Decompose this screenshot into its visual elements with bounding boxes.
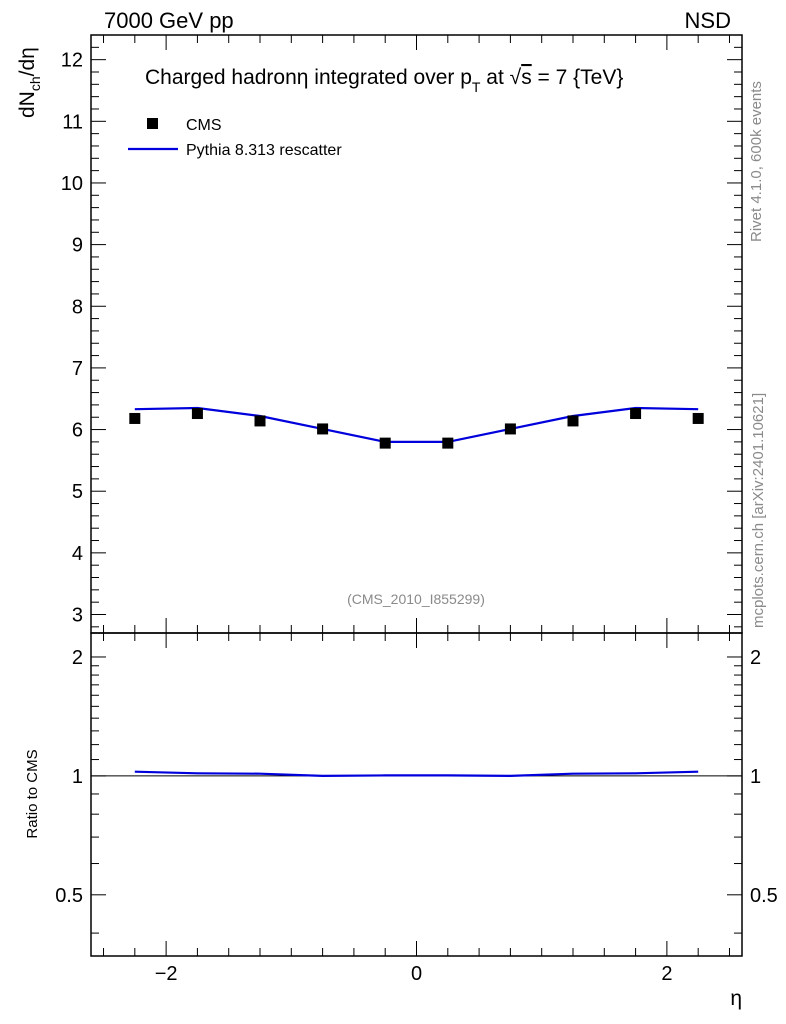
y-axis-label: dNch/dη — [16, 47, 43, 118]
x-tick-label: 2 — [661, 963, 672, 985]
main-y-ticks — [91, 34, 742, 628]
ratio-tick-label-right: 0.5 — [750, 885, 778, 907]
cms-data-point — [442, 437, 454, 449]
title-sqrt: √ — [510, 66, 522, 89]
x-axis-label: η — [730, 987, 742, 1010]
x-tick-labels: −2 0 2 — [155, 963, 673, 985]
main-x-ticks — [103, 35, 730, 633]
title-part-a: Charged hadron — [145, 66, 297, 89]
cms-data-point — [317, 423, 329, 435]
ylabel-sub-ch: ch — [27, 76, 43, 91]
legend: CMS Pythia 8.313 rescatter — [128, 117, 342, 159]
ratio-series-line — [134, 770, 699, 778]
cms-data-point — [630, 408, 642, 420]
ratio-y-tick-labels: 0.5 0.5 1 1 2 2 — [55, 647, 778, 907]
y-tick-label: 7 — [72, 358, 83, 380]
ratio-tick-label-left: 0.5 — [55, 885, 83, 907]
y-tick-label: 6 — [72, 420, 83, 442]
y-tick-label: 10 — [61, 173, 83, 195]
ratio-tick-label-right: 1 — [750, 766, 761, 788]
ratio-plot-frame — [90, 632, 743, 957]
x-tick-label: −2 — [155, 963, 178, 985]
cms-data-point — [254, 415, 266, 427]
cms-series-markers — [129, 408, 704, 449]
header-right: NSD — [685, 8, 731, 33]
cms-data-point — [379, 437, 391, 449]
ratio-tick-label-left: 1 — [72, 766, 83, 788]
y-tick-label: 5 — [72, 481, 83, 503]
ylabel-deta: /dη — [16, 47, 39, 76]
y-tick-label: 12 — [61, 50, 83, 72]
y-tick-label: 4 — [72, 543, 83, 565]
y-tick-label: 8 — [72, 296, 83, 318]
ratio-y-axis-label: Ratio to CMS — [24, 749, 41, 838]
ylabel-dn: dN — [16, 91, 39, 118]
rivet-version-label: Rivet 4.1.0, 600k events — [748, 81, 765, 242]
analysis-id-watermark: (CMS_2010_I855299) — [347, 591, 485, 607]
ratio-tick-label-right: 2 — [750, 647, 761, 669]
x-tick-label: 0 — [411, 963, 422, 985]
cms-data-point — [692, 412, 704, 424]
ratio-tick-label-left: 2 — [72, 647, 83, 669]
legend-label-cms: CMS — [186, 117, 222, 134]
ratio-x-ticks — [103, 633, 730, 956]
legend-label-pythia: Pythia 8.313 rescatter — [186, 142, 342, 159]
cms-data-point — [504, 423, 516, 435]
mcplots-reference-label: mcplots.cern.ch [arXiv:2401.10621] — [750, 393, 767, 628]
main-y-tick-labels: 3 4 5 6 7 8 9 10 11 12 — [61, 50, 83, 627]
title-eta: η — [297, 66, 309, 89]
y-tick-label: 11 — [62, 111, 83, 133]
legend-marker-cms — [147, 118, 158, 129]
chart-title: Charged hadronη integrated over pT at √s… — [145, 66, 623, 95]
cms-data-point — [567, 415, 579, 427]
y-tick-label: 3 — [72, 605, 83, 627]
header-left: 7000 GeV pp — [104, 8, 234, 33]
y-tick-label: 9 — [72, 235, 83, 257]
pythia-series-line — [134, 406, 699, 443]
title-sub-t: T — [472, 79, 481, 95]
title-part-b: integrated over p — [308, 66, 471, 89]
title-s: s — [521, 66, 532, 89]
title-part-d: = 7 {TeV} — [532, 66, 624, 89]
cms-data-point — [191, 408, 203, 420]
title-part-c: at — [480, 66, 509, 89]
ratio-y-ticks — [91, 656, 742, 934]
cms-data-point — [129, 412, 141, 424]
